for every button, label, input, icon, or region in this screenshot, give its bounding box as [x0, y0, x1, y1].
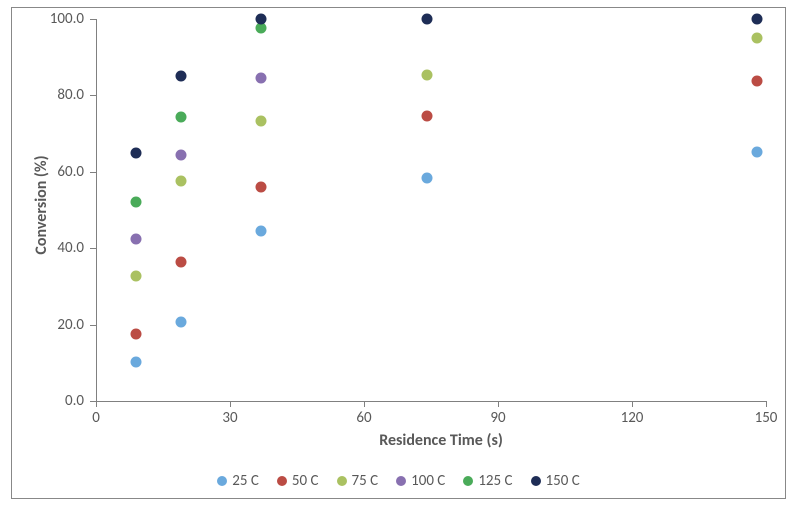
data-point — [752, 32, 763, 43]
data-point — [421, 111, 432, 122]
y-axis-line — [96, 19, 97, 401]
y-tick-label: 0.0 — [65, 392, 84, 410]
data-point — [175, 256, 186, 267]
y-tick-label: 100.0 — [50, 10, 84, 28]
x-tick-label: 150 — [751, 409, 781, 427]
y-tick-label: 80.0 — [57, 86, 84, 104]
y-tick — [90, 172, 96, 173]
data-point — [131, 234, 142, 245]
legend-item: 50 C — [277, 472, 319, 490]
data-point — [256, 73, 267, 84]
data-point — [175, 149, 186, 160]
legend-label: 150 C — [546, 472, 580, 490]
legend-item: 150 C — [531, 472, 580, 490]
x-tick — [96, 401, 97, 407]
data-point — [175, 175, 186, 186]
data-point — [421, 70, 432, 81]
legend-item: 75 C — [337, 472, 379, 490]
data-point — [175, 70, 186, 81]
y-tick-label: 60.0 — [57, 163, 84, 181]
x-axis-line — [96, 401, 766, 402]
legend-label: 125 C — [478, 472, 512, 490]
data-point — [175, 316, 186, 327]
x-tick — [364, 401, 365, 407]
y-tick — [90, 248, 96, 249]
data-point — [752, 76, 763, 87]
data-point — [131, 148, 142, 159]
y-tick-label: 20.0 — [57, 316, 84, 334]
legend-marker — [337, 476, 347, 486]
legend-marker — [277, 476, 287, 486]
x-tick-label: 0 — [81, 409, 111, 427]
data-point — [752, 146, 763, 157]
x-tick-label: 90 — [483, 409, 513, 427]
data-point — [256, 115, 267, 126]
legend-label: 75 C — [352, 472, 379, 490]
legend-marker — [396, 476, 406, 486]
chart-frame: 0 30 60 90 120 150 0.0 20.0 40.0 60.0 80.0 100.0 C… — [11, 7, 786, 499]
x-tick-label: 120 — [617, 409, 647, 427]
data-point — [131, 196, 142, 207]
y-tick-label: 40.0 — [57, 239, 84, 257]
data-point — [256, 14, 267, 25]
x-axis-title: Residence Time (s) — [356, 431, 526, 450]
x-tick — [498, 401, 499, 407]
data-point — [421, 14, 432, 25]
legend-marker — [463, 476, 473, 486]
plot-area — [96, 19, 766, 401]
legend-item: 25 C — [217, 472, 259, 490]
legend-marker — [217, 476, 227, 486]
data-point — [131, 271, 142, 282]
legend-label: 25 C — [232, 472, 259, 490]
data-point — [256, 226, 267, 237]
y-tick — [90, 19, 96, 20]
legend-label: 50 C — [292, 472, 319, 490]
x-tick-label: 30 — [215, 409, 245, 427]
x-tick — [766, 401, 767, 407]
legend-item: 125 C — [463, 472, 512, 490]
data-point — [256, 182, 267, 193]
legend: 25 C 50 C 75 C 100 C 125 C 150 C — [12, 472, 785, 490]
data-point — [752, 14, 763, 25]
x-tick — [632, 401, 633, 407]
legend-marker — [531, 476, 541, 486]
data-point — [131, 328, 142, 339]
y-axis-title: Conversion (%) — [32, 140, 51, 270]
data-point — [421, 173, 432, 184]
y-tick — [90, 401, 96, 402]
x-tick — [230, 401, 231, 407]
x-tick-label: 60 — [349, 409, 379, 427]
data-point — [131, 356, 142, 367]
legend-item: 100 C — [396, 472, 445, 490]
y-tick — [90, 325, 96, 326]
legend-label: 100 C — [411, 472, 445, 490]
data-point — [175, 112, 186, 123]
y-tick — [90, 95, 96, 96]
